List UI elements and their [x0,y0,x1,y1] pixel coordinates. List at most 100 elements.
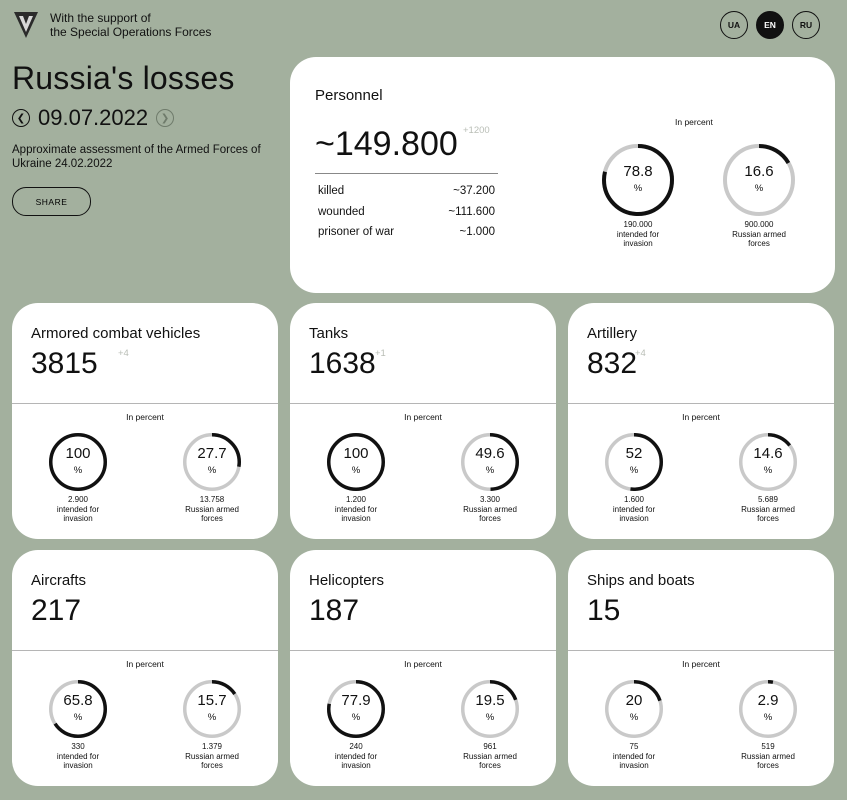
gauge-caption-line-2: forces [201,514,223,523]
armed-forces-share-gauge: 27.7 % 13.758 Russian armed forces [167,432,257,524]
category-label: Armored combat vehicles [31,325,201,342]
in-percent-heading: In percent [126,659,164,669]
special-forces-logo-icon [14,12,38,38]
gauge-unit: % [73,712,83,723]
gauge-percent: 14.6 [753,445,783,462]
gauge-caption: 190.000 intended for invasion [593,220,683,249]
gauge-caption: 1.600 intended for invasion [589,495,679,524]
gauge-caption: 240 intended for invasion [311,742,401,771]
lang-ua-button[interactable]: UA [720,11,748,39]
lang-en-button[interactable]: EN [756,11,784,39]
gauge-caption-line-1: Russian armed [741,504,795,514]
progress-ring-icon [605,680,663,738]
gauge-unit: % [73,465,83,476]
gauge-base: 1.200 [345,495,367,504]
progress-ring-icon [327,680,385,738]
gauge-percent: 16.6 [744,163,774,180]
invasion-share-gauge: 78.8 % 190.000 intended for invasion [593,143,683,249]
gauge-caption: 5.689 Russian armed forces [723,495,813,524]
gauge-base: 2.900 [67,495,89,504]
category-card-armored-combat-vehicles: Armored combat vehicles 3815 +4 In perce… [12,303,278,539]
progress-ring-icon [49,433,107,491]
gauge-unit: % [485,712,495,723]
personnel-label: Personnel [315,87,383,104]
gauge-unit: % [763,465,773,476]
gauge-base: 519 [761,742,775,751]
header: With the support of the Special Operatio… [12,10,211,40]
category-card-tanks: Tanks 1638 +1 In percent 100 % 1.200 int… [290,303,556,539]
divider [290,403,556,404]
category-card-helicopters: Helicopters 187 In percent 77.9 % 240 in… [290,550,556,786]
invasion-share-gauge: 77.9 % 240 intended for invasion [311,679,401,771]
category-delta: +1 [375,348,386,359]
gauge-caption-line-2: invasion [63,514,93,523]
previous-date-arrow-icon[interactable]: ❮ [12,109,30,127]
progress-ring-icon [739,433,797,491]
breakdown-value: ~1.000 [459,226,496,238]
invasion-share-gauge: 100 % 2.900 intended for invasion [33,432,123,524]
gauge-unit: % [633,183,643,194]
gauge-caption: 1.379 Russian armed forces [167,742,257,771]
invasion-share-gauge: 52 % 1.600 intended for invasion [589,432,679,524]
gauge-caption: 900.000 Russian armed forces [714,220,804,249]
gauge-caption-line-2: invasion [623,239,653,248]
progress-ring-icon [461,433,519,491]
progress-ring-icon [49,680,107,738]
gauge-base: 900.000 [744,220,774,229]
gauge-caption-line-1: Russian armed [463,751,517,761]
gauge-unit: % [207,465,217,476]
gauge-caption-line-2: forces [479,761,501,770]
gauge-caption-line-1: Russian armed [185,751,239,761]
breakdown-row: killed ~37.200 [318,185,495,206]
category-delta: +4 [118,348,129,359]
in-percent-heading: In percent [404,412,442,422]
personnel-card: Personnel ~149.800 +1200 killed ~37.200 … [290,57,835,293]
share-button[interactable]: SHARE [12,187,91,216]
gauge-base: 13.758 [199,495,225,504]
gauge-caption-line-1: intended for [612,504,656,514]
armed-forces-share-gauge: 16.6 % 900.000 Russian armed forces [714,143,804,249]
divider [12,650,278,651]
gauge-unit: % [485,465,495,476]
progress-ring-icon [327,433,385,491]
gauge-percent: 20 [625,692,643,709]
gauge-caption-line-2: forces [757,761,779,770]
gauge-caption-line-2: forces [757,514,779,523]
gauge-percent: 52 [625,445,643,462]
category-value: 15 [587,594,621,627]
gauge-unit: % [351,712,361,723]
gauge-caption-line-2: forces [201,761,223,770]
gauge-percent: 19.5 [475,692,505,709]
armed-forces-share-gauge: 15.7 % 1.379 Russian armed forces [167,679,257,771]
breakdown-label: wounded [318,205,365,218]
gauge-base: 240 [349,742,363,751]
gauge-base: 3.300 [479,495,501,504]
personnel-breakdown: killed ~37.200 wounded ~111.600 prisoner… [318,185,495,247]
gauge-base: 5.689 [757,495,779,504]
gauge-caption: 3.300 Russian armed forces [445,495,535,524]
progress-ring-icon [723,144,795,216]
gauge-caption-line-1: intended for [56,751,100,761]
gauge-percent: 15.7 [197,692,227,709]
category-label: Aircrafts [31,572,87,589]
gauge-caption: 330 intended for invasion [33,742,123,771]
gauge-unit: % [629,465,639,476]
category-value: 217 [31,594,82,627]
armed-forces-share-gauge: 19.5 % 961 Russian armed forces [445,679,535,771]
in-percent-heading: In percent [675,117,713,127]
breakdown-value: ~111.600 [448,205,495,218]
progress-ring-icon [183,680,241,738]
in-percent-heading: In percent [682,412,720,422]
category-value: 1638 [309,347,376,380]
gauge-caption-line-1: intended for [612,751,656,761]
gauge-caption-line-1: intended for [56,504,100,514]
language-switcher: UA EN RU [720,11,820,39]
progress-ring-icon [461,680,519,738]
breakdown-row: wounded ~111.600 [318,206,495,227]
in-percent-heading: In percent [404,659,442,669]
next-date-arrow-icon[interactable]: ❯ [156,109,175,127]
gauge-caption-line-2: forces [479,514,501,523]
lang-ru-button[interactable]: RU [792,11,820,39]
assessment-text: Approximate assessment of the Armed Forc… [12,144,261,170]
gauge-caption-line-1: Russian armed [732,229,786,239]
